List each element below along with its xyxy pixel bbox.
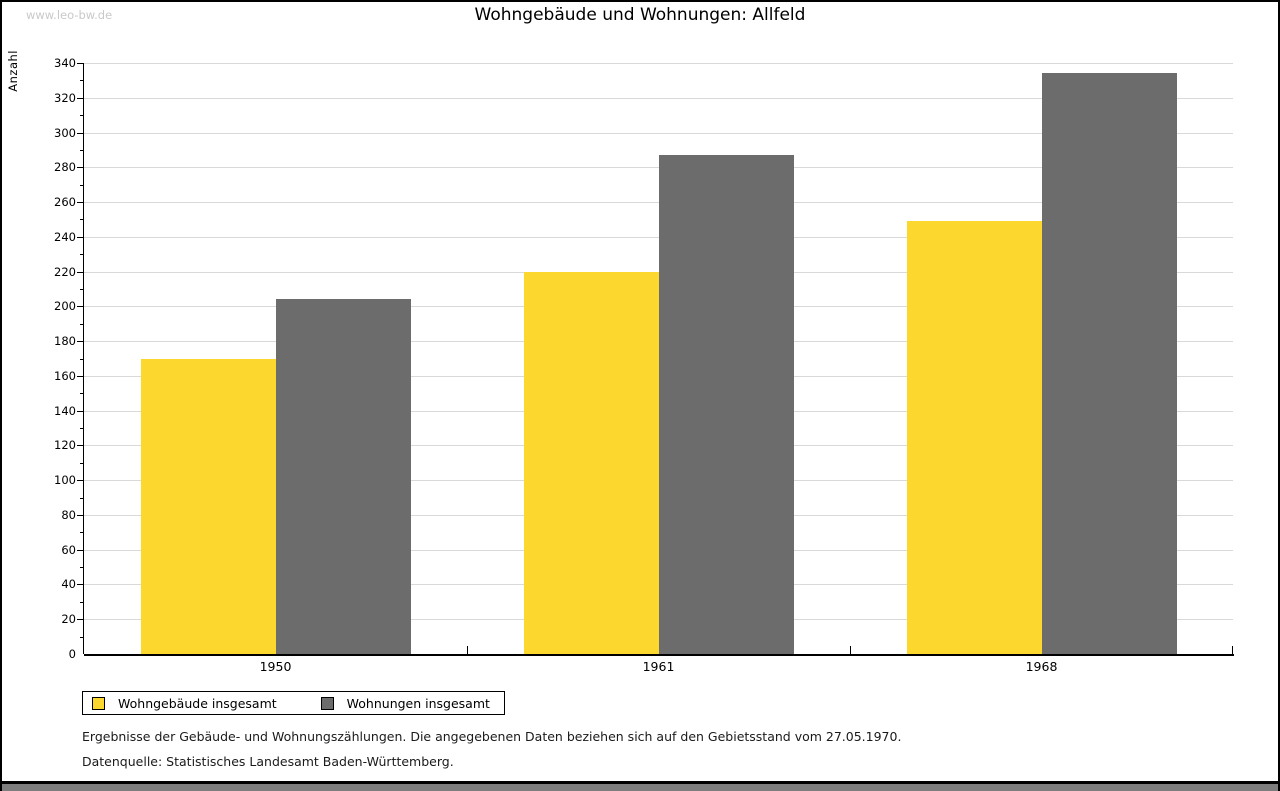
y-tick [80, 601, 84, 603]
y-tick [77, 375, 84, 377]
y-tick-label: 340 [54, 56, 76, 70]
window-edge [2, 784, 1278, 791]
bar-wohngebäude-insgesamt-1961 [523, 271, 659, 654]
watermark: www.leo-bw.de [26, 8, 113, 22]
y-tick [80, 393, 84, 395]
y-tick-label: 200 [54, 299, 76, 314]
bar-wohnungen-insgesamt-1950 [275, 299, 411, 654]
category-tick [1232, 646, 1233, 654]
footnote-2: Datenquelle: Statistisches Landesamt Bad… [82, 754, 454, 769]
y-tick [77, 97, 84, 99]
y-tick [80, 497, 84, 499]
y-tick-label: 80 [61, 507, 76, 522]
y-tick [77, 167, 84, 169]
y-tick [77, 132, 84, 134]
y-tick [77, 202, 84, 204]
y-tick [80, 254, 84, 256]
y-tick [77, 63, 84, 64]
y-tick [77, 445, 84, 447]
y-tick [80, 115, 84, 117]
y-tick [80, 149, 84, 151]
x-tick-label: 1968 [1025, 659, 1058, 674]
y-tick-label: 160 [54, 368, 76, 383]
y-tick-label: 140 [54, 403, 76, 418]
legend-label: Wohngebäude insgesamt [118, 695, 277, 711]
y-tick [80, 462, 84, 464]
y-tick [80, 80, 84, 82]
y-tick-label: 300 [54, 125, 76, 140]
y-axis-line [83, 63, 84, 654]
y-tick-label: 100 [54, 473, 76, 488]
y-tick-label: 40 [61, 577, 76, 592]
y-tick-label: 240 [54, 229, 76, 244]
y-tick-label: 60 [61, 542, 76, 557]
legend-item: Wohngebäude insgesamt [92, 696, 277, 711]
y-tick [80, 428, 84, 430]
bar-wohnungen-insgesamt-1968 [1041, 73, 1177, 654]
y-tick [80, 219, 84, 221]
y-tick [77, 306, 84, 308]
legend-swatch-wohnungen [320, 696, 334, 710]
x-tick-label: 1950 [259, 659, 292, 674]
y-tick-label: 320 [54, 90, 76, 105]
gridline [84, 63, 1233, 64]
y-tick-label: 180 [54, 334, 76, 349]
bar-wohngebäude-insgesamt-1950 [140, 358, 276, 654]
y-tick-label: 220 [54, 264, 76, 279]
y-tick [80, 532, 84, 534]
legend-item: Wohnungen insgesamt [320, 695, 490, 711]
category-tick [850, 646, 851, 654]
y-tick-label: 120 [54, 438, 76, 453]
bar-wohngebäude-insgesamt-1968 [906, 221, 1042, 654]
y-tick [77, 410, 84, 412]
gridline [84, 132, 1233, 134]
gridline [84, 97, 1233, 99]
y-tick [77, 619, 84, 621]
legend-label: Wohnungen insgesamt [346, 695, 490, 711]
legend: Wohngebäude insgesamt Wohnungen insgesam… [82, 691, 505, 715]
x-axis-line [84, 654, 1234, 656]
bar-wohnungen-insgesamt-1961 [658, 155, 794, 654]
y-tick [80, 184, 84, 186]
y-tick [80, 567, 84, 569]
y-tick-label: 260 [54, 195, 76, 210]
footnote-1: Ergebnisse der Gebäude- und Wohnungszähl… [82, 729, 902, 744]
y-tick [77, 480, 84, 482]
y-tick [80, 323, 84, 325]
y-tick [80, 636, 84, 638]
chart-title: Wohngebäude und Wohnungen: Allfeld [474, 5, 806, 25]
y-tick [80, 358, 84, 360]
y-tick-label: 0 [68, 647, 76, 661]
y-axis-title: Anzahl [6, 50, 20, 92]
y-tick [77, 236, 84, 238]
y-tick [80, 288, 84, 290]
y-tick-label: 280 [54, 160, 76, 175]
y-tick [77, 514, 84, 516]
x-tick-label: 1961 [642, 659, 675, 674]
bottom-border [2, 781, 1278, 784]
y-tick [77, 549, 84, 551]
plot-area [84, 63, 1233, 654]
legend-swatch-wohngebaeude [92, 696, 105, 710]
category-tick [467, 646, 468, 654]
y-tick [77, 271, 84, 273]
y-tick [77, 584, 84, 586]
y-tick [77, 341, 84, 343]
y-tick-label: 20 [61, 612, 76, 627]
